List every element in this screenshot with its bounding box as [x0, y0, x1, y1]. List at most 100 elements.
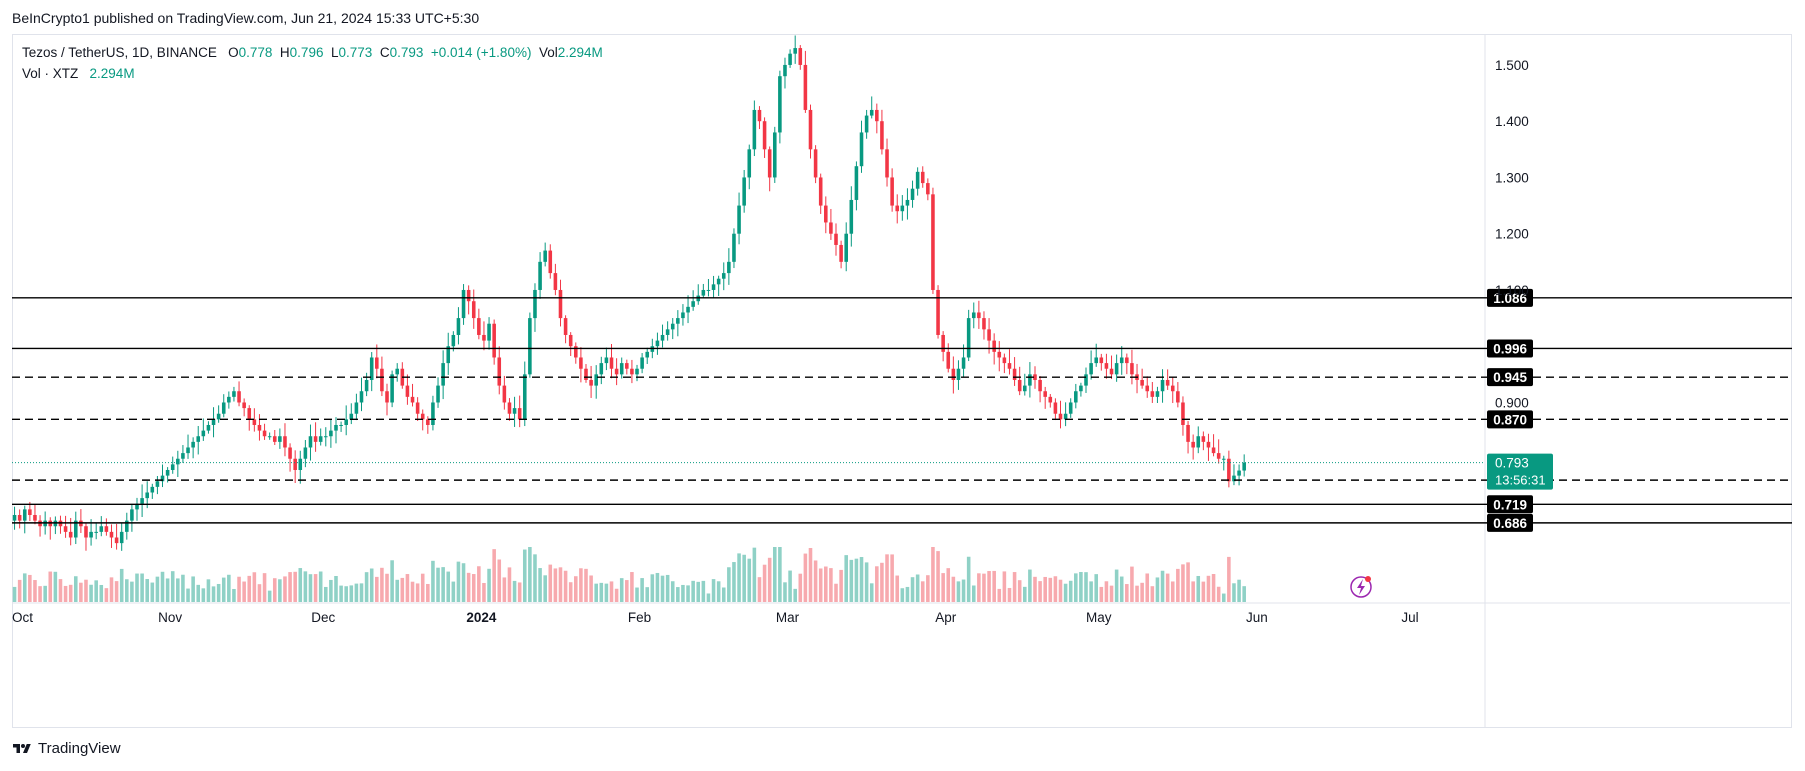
legend-low: 0.773	[338, 45, 373, 60]
candle-body	[834, 233, 838, 245]
volume-bar	[1043, 576, 1047, 602]
volume-bar	[977, 573, 981, 602]
candle-body	[829, 222, 833, 234]
volume-bar	[650, 574, 655, 602]
volume-bar	[1089, 581, 1093, 602]
candle-body	[344, 419, 348, 425]
volume-bar	[956, 581, 961, 602]
candle-body	[915, 171, 920, 189]
candle-body	[946, 351, 951, 369]
candle-body	[288, 447, 292, 459]
volume-bar	[829, 568, 833, 602]
candle-body	[997, 351, 1002, 358]
volume-bar	[247, 575, 252, 602]
x-tick-1: Nov	[158, 610, 182, 625]
candle-body	[176, 458, 180, 465]
volume-bar	[660, 575, 665, 602]
volume-bar	[73, 576, 78, 602]
volume-bar	[1063, 583, 1068, 602]
volume-bar	[293, 571, 297, 602]
volume-bar	[89, 584, 93, 602]
candle-body	[487, 323, 491, 341]
candle-body	[262, 430, 267, 437]
volume-bar	[12, 586, 17, 602]
candle-body	[1012, 368, 1017, 380]
candle-body	[354, 402, 359, 414]
volume-bar	[670, 581, 675, 602]
candle-body	[359, 391, 364, 403]
bolt-glyph-icon	[1357, 579, 1365, 595]
candle-body	[73, 520, 78, 538]
volume-bar	[79, 582, 83, 602]
level-label-bg-5	[1487, 495, 1533, 514]
volume-bar	[155, 576, 160, 602]
volume-bar	[619, 578, 624, 602]
candle-body	[645, 351, 650, 358]
candle-body	[772, 132, 777, 178]
volume-bar	[910, 577, 915, 602]
candle-body	[681, 312, 685, 319]
current-price-label: 0.793	[1495, 456, 1529, 471]
candle-body	[1221, 458, 1226, 460]
candle-body	[788, 53, 792, 65]
volume-bar	[900, 588, 905, 602]
candle-body	[747, 149, 752, 178]
candle-body	[170, 464, 175, 470]
volume-bar	[732, 562, 736, 602]
chart-legend: Tezos / TetherUS, 1D, BINANCE O0.778 H0.…	[22, 45, 603, 60]
volume-bar	[686, 585, 690, 602]
volume-bar	[308, 574, 313, 602]
candle-body	[1002, 357, 1007, 364]
volume-bar	[1094, 574, 1099, 602]
volume-bar	[181, 574, 185, 602]
candle-body	[17, 514, 22, 521]
candle-body	[267, 436, 272, 438]
candle-body	[1068, 402, 1073, 414]
candle-body	[420, 413, 425, 420]
candle-body	[926, 183, 930, 195]
volume-bar	[885, 554, 889, 602]
candle-body	[574, 346, 578, 358]
y-tick-2: 1.200	[1495, 227, 1529, 242]
volume-bar	[1181, 564, 1185, 602]
volume-bar	[303, 571, 308, 602]
volume-bar	[584, 568, 588, 602]
volume-bar	[691, 580, 695, 602]
volume-bar	[1145, 573, 1150, 602]
candle-body	[1125, 357, 1129, 364]
x-tick-7: May	[1086, 610, 1112, 625]
candle-body	[201, 430, 206, 437]
candle-body	[99, 526, 104, 532]
volume-bar	[1206, 575, 1211, 602]
volume-legend: Vol · XTZ 2.294M	[22, 66, 135, 81]
volume-bar	[788, 570, 792, 602]
volume-bar	[1227, 556, 1231, 602]
level-label-0: 1.086	[1493, 291, 1527, 306]
tradingview-logo-icon	[13, 743, 31, 753]
volume-bar	[517, 582, 522, 602]
candle-body	[517, 408, 522, 420]
volume-bar	[727, 567, 731, 602]
candle-body	[1007, 363, 1012, 369]
candle-body	[875, 109, 879, 122]
candle-body	[798, 48, 803, 65]
candle-body	[303, 447, 308, 459]
candle-body	[369, 357, 374, 380]
candle-body	[318, 436, 323, 442]
volume-bar	[859, 557, 864, 602]
volume-bar	[895, 575, 900, 602]
candle-body	[380, 368, 384, 392]
candle-body	[130, 509, 134, 521]
candle-body	[824, 205, 828, 223]
candle-body	[441, 363, 445, 386]
candle-body	[140, 498, 144, 504]
candle-body	[135, 503, 139, 510]
volume-bar	[808, 548, 813, 602]
candle-body	[553, 273, 558, 290]
volume-bar	[461, 563, 466, 602]
volume-bar	[94, 580, 98, 602]
footer-brand: TradingView	[38, 740, 121, 757]
level-label-1: 0.996	[1493, 341, 1527, 356]
candle-body	[237, 391, 241, 403]
